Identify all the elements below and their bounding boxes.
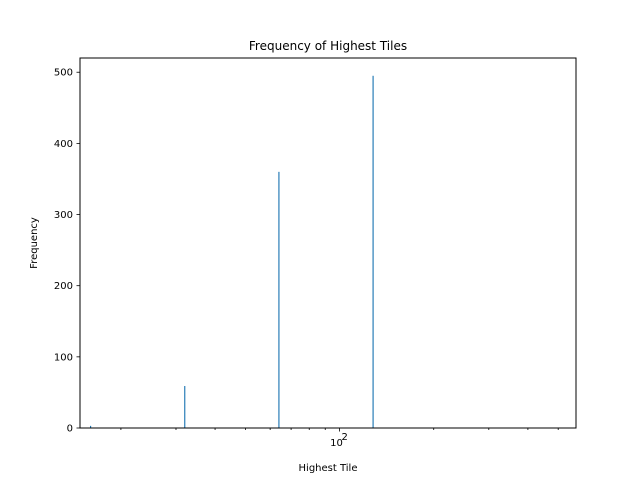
y-axis-ticks: 0 100 200 300 400 500 <box>54 68 80 435</box>
y-tick-label: 100 <box>54 352 73 363</box>
x-tick-label: 10 <box>330 438 343 449</box>
y-tick-label: 0 <box>67 424 73 435</box>
y-tick-label: 500 <box>54 68 73 79</box>
bar-16 <box>90 425 92 428</box>
plot-frame <box>79 57 577 429</box>
bar-32 <box>184 386 186 428</box>
bars-layer <box>90 75 374 429</box>
bar-64 <box>278 171 280 428</box>
x-axis-label: Highest Tile <box>299 463 358 474</box>
y-tick-label: 400 <box>54 139 73 150</box>
x-axis-ticks: 102 <box>120 428 559 449</box>
bar-128 <box>372 75 374 429</box>
x-tick-label-exponent: 2 <box>342 432 348 443</box>
y-axis-label: Frequency <box>29 217 40 269</box>
y-tick-label: 300 <box>54 210 73 221</box>
chart-title: Frequency of Highest Tiles <box>249 39 407 53</box>
y-tick-label: 200 <box>54 281 73 292</box>
